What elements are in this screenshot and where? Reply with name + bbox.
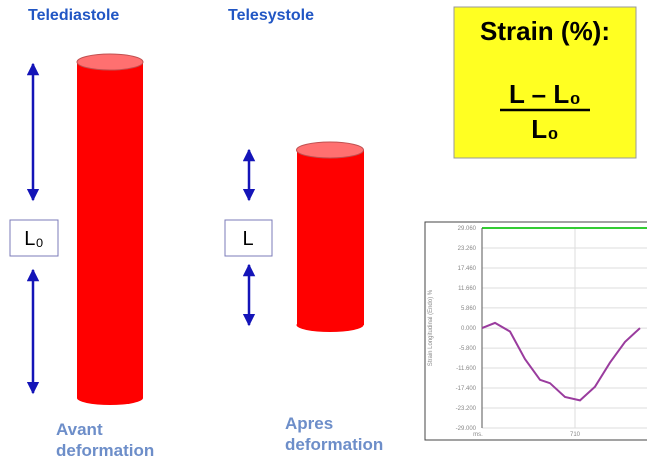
x-axis-label: ms. (473, 432, 483, 438)
y-tick-label: 17.460 (458, 266, 477, 272)
formula-box (453, 6, 637, 159)
inset-chart: 29.060 23.260 17.460 11.660 5.860 0.000 -5.800… (424, 221, 647, 441)
cylinder-body (297, 150, 364, 325)
y-tick-label: 23.260 (458, 246, 477, 252)
caption: Avant (56, 420, 103, 439)
cylinder-bottom (296, 318, 364, 332)
cylinder-top (76, 53, 144, 71)
y-tick-label: -23.200 (456, 406, 477, 412)
caption: deformation (285, 435, 383, 454)
length-label: L (242, 228, 253, 250)
y-tick-label: 11.660 (458, 286, 477, 292)
right-title: Telesystole (228, 7, 314, 24)
chart-frame (424, 221, 647, 441)
y-tick-label: -29.000 (456, 426, 477, 432)
y-tick-label: -11.600 (456, 366, 477, 372)
formula-title: Strain (%): (480, 16, 610, 46)
formula-numerator: L – L₀ (509, 79, 581, 109)
y-tick-label: 29.060 (458, 226, 477, 232)
y-tick-label: -5.800 (459, 346, 477, 352)
length-label: L₀ (24, 228, 43, 250)
strain-curve (481, 321, 641, 402)
cylinder-body (77, 62, 143, 398)
y-tick-label: 5.860 (461, 306, 477, 312)
x-tick-label: 710 (570, 432, 581, 438)
formula-denominator: L₀ (531, 114, 559, 144)
y-tick-label: -17.400 (456, 386, 477, 392)
y-tick-label: 0.000 (461, 326, 477, 332)
y-axis-label: Strain Longitudinal (Endo) % (428, 289, 434, 366)
length-box (224, 219, 273, 257)
cylinder-top (296, 141, 364, 159)
length-box (9, 219, 59, 257)
caption: deformation (56, 441, 154, 460)
caption: Apres (285, 414, 333, 433)
left-title: Telediastole (28, 7, 119, 24)
cylinder-bottom (77, 391, 143, 405)
